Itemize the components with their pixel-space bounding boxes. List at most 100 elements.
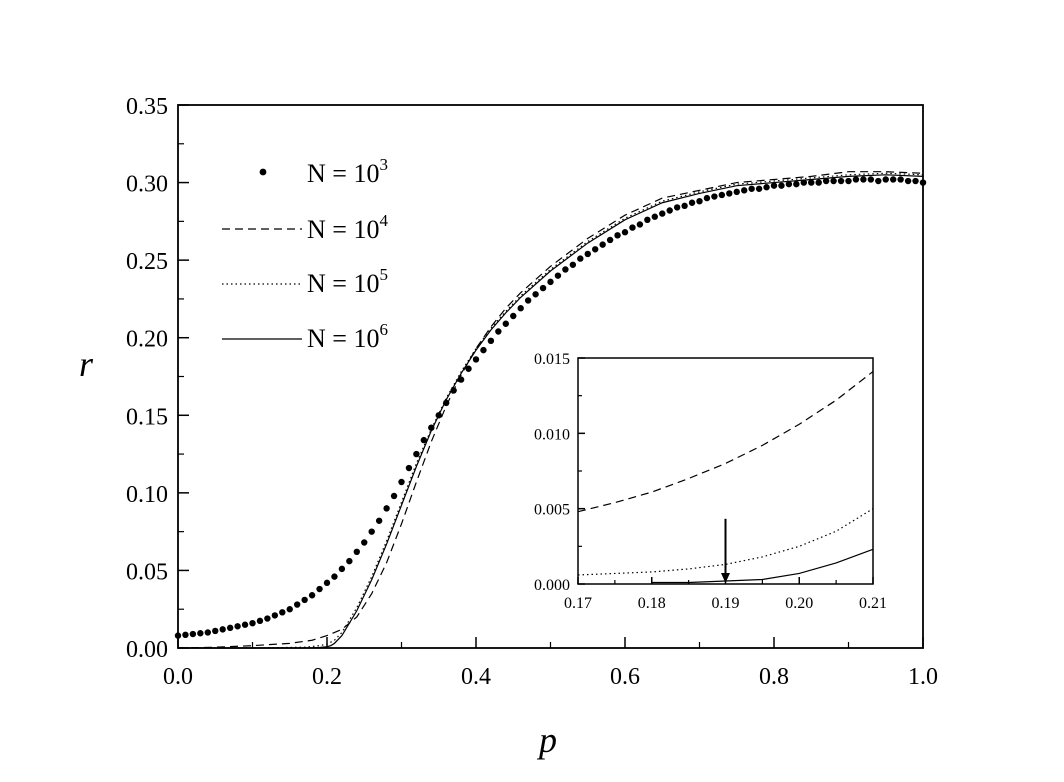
data-point	[733, 188, 740, 196]
data-point	[599, 241, 606, 248]
data-point	[346, 557, 353, 565]
data-point	[919, 179, 927, 186]
x-tick-label: 0.8	[759, 664, 789, 690]
data-point	[174, 632, 182, 639]
data-point	[636, 221, 644, 228]
x-tick-label: 0.20	[785, 595, 813, 612]
main-tick-labels: 0.0 0.2 0.4 0.6 0.8 1.00.000.050.100.150.200.…	[126, 94, 938, 690]
data-point	[770, 182, 778, 189]
data-point	[323, 579, 331, 587]
data-point	[703, 194, 711, 202]
inset-plot: 0.17 0.18 0.19 0.20 0.21 0.000 0.005 0.010 0.015	[534, 351, 887, 612]
data-point	[763, 184, 770, 191]
data-point	[390, 492, 398, 500]
data-point	[845, 177, 852, 185]
data-point	[286, 606, 293, 613]
y-tick-label: 0.05	[126, 559, 168, 585]
data-point	[606, 236, 614, 244]
data-point	[875, 177, 882, 185]
data-point	[204, 629, 211, 636]
arrow-head	[721, 573, 730, 583]
x-tick-label: 0.19	[712, 595, 740, 612]
data-point	[696, 197, 703, 205]
y-axis-title: r	[79, 344, 94, 384]
inset-plot-frame	[577, 357, 874, 585]
data-point	[331, 573, 338, 580]
y-tick-label: 0.005	[534, 502, 570, 519]
data-point	[726, 190, 733, 197]
main-ticks	[177, 104, 924, 649]
legend-label-exponent: 6	[379, 320, 388, 339]
data-point	[577, 255, 584, 262]
data-point	[189, 630, 197, 638]
x-tick-label: 1.0	[908, 664, 938, 690]
data-point	[219, 626, 226, 633]
inset-series	[577, 371, 874, 584]
data-point	[405, 464, 413, 472]
data-point	[271, 612, 279, 619]
data-point	[569, 261, 577, 268]
svg-text:N = 106: N = 106	[307, 320, 388, 353]
legend-label-exponent: 4	[379, 211, 388, 230]
data-point	[308, 592, 316, 599]
data-point	[487, 337, 495, 345]
legend-label-prefix: N = 10	[307, 324, 379, 353]
x-tick-label: 0.18	[638, 595, 666, 612]
svg-text:N = 105: N = 105	[307, 265, 388, 298]
y-tick-label: 0.25	[126, 249, 168, 275]
y-tick-label: 0.15	[126, 404, 168, 430]
data-point	[398, 478, 405, 486]
data-point	[822, 177, 830, 185]
data-point	[279, 609, 286, 616]
series-n-10-6-line	[178, 174, 924, 649]
data-point	[502, 320, 509, 327]
data-point	[264, 615, 271, 622]
data-point	[897, 176, 904, 183]
data-point	[867, 176, 875, 183]
data-point	[815, 179, 822, 186]
svg-text:N = 104: N = 104	[307, 211, 388, 244]
data-point	[353, 548, 360, 556]
data-point	[517, 305, 524, 312]
data-point	[472, 356, 480, 363]
y-tick-label: 0.010	[534, 426, 570, 443]
data-point	[837, 177, 845, 185]
data-point	[368, 528, 375, 535]
data-point	[241, 621, 249, 628]
series-n-10-4-line	[177, 171, 924, 649]
legend-label-prefix: N = 10	[307, 159, 379, 188]
x-tick-label: 0.6	[610, 664, 640, 690]
legend-entry-n1000: N = 103	[259, 155, 388, 188]
legend-label-prefix: N = 10	[307, 215, 379, 244]
data-point	[562, 266, 569, 273]
data-point	[182, 631, 189, 639]
data-point	[778, 182, 785, 189]
data-point	[554, 272, 562, 279]
data-point	[860, 176, 867, 183]
x-axis-title: p	[536, 720, 557, 760]
data-point	[904, 177, 912, 185]
x-tick-label: 0.0	[163, 664, 193, 690]
data-point	[480, 346, 487, 354]
data-point	[755, 185, 763, 192]
data-point	[711, 193, 718, 200]
data-point	[785, 180, 793, 188]
y-tick-label: 0.015	[534, 351, 570, 368]
legend-entry-n100000: N = 105	[222, 265, 388, 298]
data-point	[659, 210, 666, 217]
data-point	[375, 517, 383, 524]
legend-entry-n1000000: N = 106	[222, 320, 388, 353]
data-point	[614, 232, 621, 239]
data-point	[621, 229, 629, 236]
y-tick-label: 0.35	[126, 94, 168, 120]
data-point	[592, 246, 599, 253]
data-point	[882, 176, 889, 183]
data-point	[912, 177, 919, 185]
legend-label-prefix: N = 10	[307, 269, 379, 298]
data-point	[793, 180, 800, 188]
data-point	[666, 207, 673, 214]
series-n-10-5-line	[178, 172, 924, 649]
data-point	[361, 539, 368, 546]
